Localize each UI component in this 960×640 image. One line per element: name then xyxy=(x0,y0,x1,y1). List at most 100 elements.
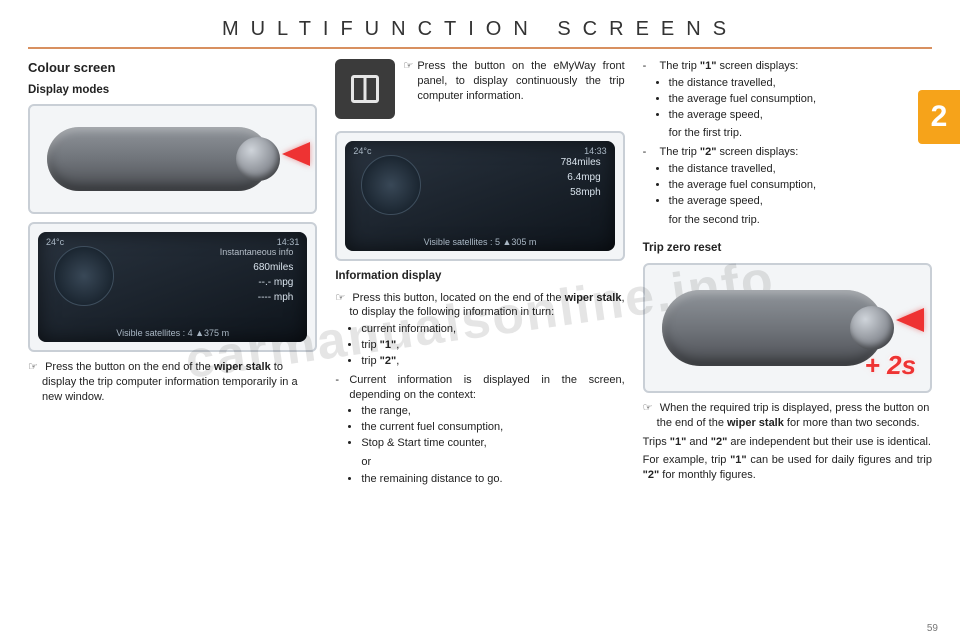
t2-a: the distance travelled, xyxy=(669,162,932,177)
screen-satellites-2: Visible satellites : 5 ▲305 m xyxy=(345,236,614,248)
t: "1" xyxy=(670,436,687,448)
bullet-trip2: trip "2", xyxy=(361,354,624,369)
bullet-range: the range, xyxy=(361,404,624,419)
icon-text-block: Press the button on the eMyWay front pan… xyxy=(335,59,624,125)
information-display-heading: Information display xyxy=(335,269,624,285)
plus-2s-label: + 2s xyxy=(865,348,916,383)
t: wiper stalk xyxy=(727,417,784,429)
t: Trips xyxy=(643,436,670,448)
info-press: Press this button, located on the end of… xyxy=(349,291,624,321)
t: are independent but their use is identic… xyxy=(727,436,931,448)
bullet-stopstart: Stop & Start time counter, xyxy=(361,436,624,451)
display-modes-heading: Display modes xyxy=(28,83,317,99)
figure-wiper-stalk-2: + 2s xyxy=(643,263,932,393)
screen-temp-2: 24°c xyxy=(353,145,371,157)
trip1-line: The trip "1" screen displays: xyxy=(657,59,932,74)
readout-range: 680miles xyxy=(220,260,294,275)
t: "2" xyxy=(643,469,660,481)
text-a: Press this button, located on the end of… xyxy=(352,292,564,304)
t: trip xyxy=(361,355,379,367)
trip2-bullets: the distance travelled, the average fuel… xyxy=(643,162,932,209)
compass-icon-2 xyxy=(361,155,421,215)
readout-mph-2: 58mph xyxy=(561,185,601,200)
stalk-tip xyxy=(236,137,280,181)
icon-instruction-list: Press the button on the eMyWay front pan… xyxy=(403,59,624,104)
readout-mpg: --.- mpg xyxy=(220,275,294,290)
trip1-list: The trip "1" screen displays: xyxy=(643,59,932,74)
info-bullets-1: current information, trip "1", trip "2", xyxy=(335,322,624,369)
t: "1" xyxy=(700,60,717,72)
page-number: 59 xyxy=(927,623,938,634)
t: "1" xyxy=(730,454,747,466)
t: For example, trip xyxy=(643,454,730,466)
text-bold: wiper stalk xyxy=(214,361,271,373)
compass-icon xyxy=(54,246,114,306)
t1-c: the average speed, xyxy=(669,108,932,123)
or-text: or xyxy=(335,455,624,470)
reset-instruction: When the required trip is displayed, pre… xyxy=(657,401,932,431)
press-instruction-list: Press the button on the end of the wiper… xyxy=(28,360,317,405)
stalk-tip-2 xyxy=(850,306,894,350)
current-context-list: Current information is displayed in the … xyxy=(335,373,624,403)
press-instruction: Press the button on the end of the wiper… xyxy=(42,360,317,405)
stalk-body-2 xyxy=(662,290,885,366)
arrow-icon-2 xyxy=(896,308,924,332)
trip1-bullets: the distance travelled, the average fuel… xyxy=(643,76,932,123)
bullet-trip1: trip "1", xyxy=(361,338,624,353)
readout-mpg-2: 6.4mpg xyxy=(561,170,601,185)
t: trip xyxy=(361,339,379,351)
bullet-current: current information, xyxy=(361,322,624,337)
manual-page: carmanualsonline.info MULTIFUNCTION SCRE… xyxy=(0,0,960,640)
t1-a: the distance travelled, xyxy=(669,76,932,91)
screen-temp: 24°c xyxy=(46,236,64,248)
text-part-a: Press the button on the end of the xyxy=(45,361,214,373)
footer-example: For example, trip "1" can be used for da… xyxy=(643,453,932,483)
t1-tail: for the first trip. xyxy=(643,126,932,141)
figure-screen-instant: 24°c 14:31 Instantaneous info 680miles -… xyxy=(28,222,317,352)
t: can be used for daily figures and trip xyxy=(747,454,932,466)
readout-range-2: 784miles xyxy=(561,155,601,170)
t: , xyxy=(396,355,399,367)
screen-readout-2: 784miles 6.4mpg 58mph xyxy=(561,155,601,200)
stalk-body xyxy=(47,127,270,191)
info-bullets-2: the range, the current fuel consumption,… xyxy=(335,404,624,451)
t: "1" xyxy=(380,339,397,351)
book-icon xyxy=(351,75,379,103)
t2-c: the average speed, xyxy=(669,194,932,209)
screen-readout: Instantaneous info 680miles --.- mpg ---… xyxy=(220,246,294,305)
figure-screen-trip: 24°c 14:33 784miles 6.4mpg 58mph Visible… xyxy=(335,131,624,261)
figure-wiper-stalk-1 xyxy=(28,104,317,214)
panel-title: Instantaneous info xyxy=(220,246,294,260)
panel-button-icon xyxy=(335,59,395,119)
current-context: Current information is displayed in the … xyxy=(349,373,624,403)
t1-b: the average fuel consumption, xyxy=(669,92,932,107)
info-bullets-3: the remaining distance to go. xyxy=(335,472,624,487)
column-2: Press the button on the eMyWay front pan… xyxy=(335,59,624,491)
screen-satellites: Visible satellites : 4 ▲375 m xyxy=(38,327,307,339)
t: for more than two seconds. xyxy=(784,417,920,429)
t: The trip xyxy=(660,146,700,158)
reset-instruction-list: When the required trip is displayed, pre… xyxy=(643,401,932,431)
info-press-list: Press this button, located on the end of… xyxy=(335,291,624,321)
t: "2" xyxy=(711,436,728,448)
bullet-remaining: the remaining distance to go. xyxy=(361,472,624,487)
t: The trip xyxy=(660,60,700,72)
column-1: Colour screen Display modes 24°c 14:31 xyxy=(28,59,317,491)
t: , xyxy=(396,339,399,351)
page-title: MULTIFUNCTION SCREENS xyxy=(28,18,932,47)
nav-screen-2: 24°c 14:33 784miles 6.4mpg 58mph Visible… xyxy=(345,141,614,251)
t: and xyxy=(686,436,710,448)
bullet-consumption: the current fuel consumption, xyxy=(361,420,624,435)
icon-instruction: Press the button on the eMyWay front pan… xyxy=(417,59,624,104)
t: screen displays: xyxy=(716,60,798,72)
t: screen displays: xyxy=(716,146,798,158)
chapter-tab: 2 xyxy=(918,90,960,144)
colour-screen-heading: Colour screen xyxy=(28,59,317,77)
t: for monthly figures. xyxy=(659,469,756,481)
t: "2" xyxy=(700,146,717,158)
t: "2" xyxy=(380,355,397,367)
title-rule xyxy=(28,47,932,49)
readout-mph: ---- mph xyxy=(220,290,294,305)
trip2-list: The trip "2" screen displays: xyxy=(643,145,932,160)
t2-tail: for the second trip. xyxy=(643,213,932,228)
